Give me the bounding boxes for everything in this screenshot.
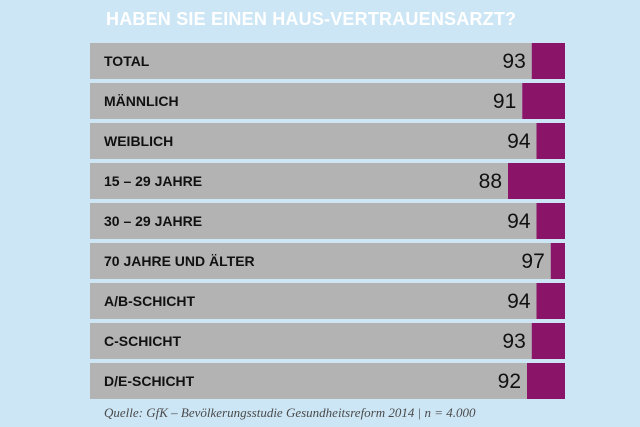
bar-row: D/E-SCHICHT 92 [90, 363, 565, 399]
bar-no [536, 283, 565, 319]
bar-no [550, 243, 565, 279]
category-label: 30 – 29 JAHRE [104, 213, 202, 229]
bar-no [508, 163, 565, 199]
bar-yes [90, 43, 532, 79]
bar-no [531, 323, 565, 359]
value-label: 94 [507, 290, 531, 313]
bar-yes [90, 163, 508, 199]
category-label: WEIBLICH [104, 133, 173, 149]
value-label: 91 [493, 90, 516, 113]
category-label: C-SCHICHT [104, 333, 181, 349]
bar-yes [90, 363, 527, 399]
bar-yes [90, 283, 537, 319]
bar-row: 30 – 29 JAHRE 94 [90, 203, 565, 239]
bar-row: WEIBLICH 94 [90, 123, 565, 159]
chart-title: HABEN SIE EINEN HAUS-VERTRAUENSARZT? [106, 9, 517, 29]
bar-yes [90, 243, 551, 279]
bar-yes [90, 123, 537, 159]
value-label: 97 [521, 250, 544, 273]
category-label: TOTAL [104, 53, 150, 69]
value-label: 88 [479, 170, 502, 193]
value-label: 93 [502, 50, 525, 73]
category-label: MÄNNLICH [104, 93, 179, 109]
bar-row: TOTAL 93 [90, 43, 565, 79]
bar-yes [90, 83, 523, 119]
category-label: D/E-SCHICHT [104, 373, 195, 389]
bar-no [536, 203, 565, 239]
source-note: Quelle: GfK – Bevölkerungsstudie Gesundh… [104, 405, 476, 420]
value-label: 94 [507, 210, 531, 233]
bar-row: 15 – 29 JAHRE 88 [90, 163, 565, 199]
category-label: A/B-SCHICHT [104, 293, 195, 309]
value-label: 94 [507, 130, 531, 153]
bar-row: A/B-SCHICHT 94 [90, 283, 565, 319]
value-label: 93 [502, 330, 525, 353]
bar-row: C-SCHICHT 93 [90, 323, 565, 359]
value-label: 92 [498, 370, 521, 393]
bar-row: MÄNNLICH 91 [90, 83, 565, 119]
bar-yes [90, 203, 537, 239]
bar-row: 70 JAHRE UND ÄLTER 97 [90, 243, 565, 279]
bar-no [536, 123, 565, 159]
bar-yes [90, 323, 532, 359]
bar-no [527, 363, 565, 399]
bar-no [522, 83, 565, 119]
bar-no [531, 43, 565, 79]
category-label: 15 – 29 JAHRE [104, 173, 202, 189]
category-label: 70 JAHRE UND ÄLTER [104, 253, 255, 269]
